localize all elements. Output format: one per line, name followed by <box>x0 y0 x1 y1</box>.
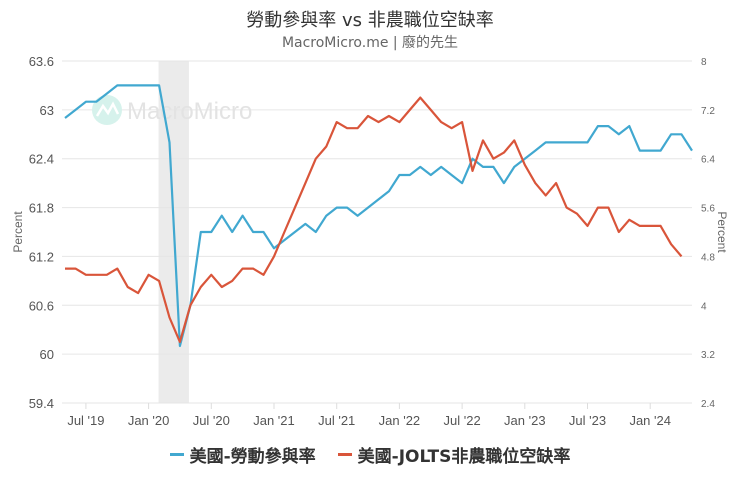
x-tick: Jan '21 <box>253 413 295 428</box>
legend-item-lfpr[interactable]: 美國-勞動參與率 <box>169 442 316 467</box>
y-tick-right: 8 <box>701 57 707 68</box>
chart-subtitle: MacroMicro.me | 廢的先生 <box>281 35 459 51</box>
x-tick: Jan '20 <box>128 413 170 428</box>
left-axis-title: Percent <box>11 211 25 253</box>
y-tick-left: 63.6 <box>29 54 54 69</box>
chart-title: 勞動參與率 vs 非農職位空缺率 <box>246 10 494 31</box>
y-tick-left: 63 <box>40 103 54 118</box>
right-y-axis: 8 7.2 6.4 5.6 4.8 4 3.2 2.4 <box>701 57 715 410</box>
legend-swatch-lfpr <box>169 453 184 456</box>
y-tick-right: 7.2 <box>701 106 715 117</box>
y-tick-right: 3.2 <box>701 350 715 361</box>
x-tick: Jul '22 <box>444 413 481 428</box>
y-tick-right: 4.8 <box>701 252 715 263</box>
series-lines <box>64 84 693 348</box>
gridlines <box>62 60 692 404</box>
x-tick: Jul '23 <box>569 413 606 428</box>
y-tick-left: 59.4 <box>29 396 54 411</box>
legend-item-jolts[interactable]: 美國-JOLTS非農職位空缺率 <box>337 442 571 467</box>
y-tick-left: 60.6 <box>29 298 54 313</box>
right-axis-title: Percent <box>715 211 729 253</box>
legend-label-lfpr: 美國-勞動參與率 <box>189 447 316 467</box>
x-tick: Jan '22 <box>379 413 421 428</box>
x-axis: Jul '19 Jan '20 Jul '20 Jan '21 Jul '21 Jan '… <box>67 403 671 428</box>
series-line <box>65 96 683 343</box>
y-tick-right: 4 <box>701 301 707 312</box>
y-tick-right: 6.4 <box>701 155 715 166</box>
line-chart: MacroMicro 63.66362.461.861.260.66059.4 … <box>11 54 729 428</box>
watermark-logo: MacroMicro <box>92 95 252 125</box>
y-tick-right: 5.6 <box>701 204 715 215</box>
series-line <box>64 84 693 348</box>
legend-label-jolts: 美國-JOLTS非農職位空缺率 <box>357 447 571 467</box>
x-tick: Jul '19 <box>67 413 104 428</box>
y-tick-right: 2.4 <box>701 399 715 410</box>
y-tick-left: 60 <box>40 347 54 362</box>
x-tick: Jan '24 <box>629 413 671 428</box>
x-tick: Jan '23 <box>504 413 546 428</box>
x-tick: Jul '20 <box>193 413 230 428</box>
x-tick: Jul '21 <box>318 413 355 428</box>
watermark-text: MacroMicro <box>127 98 252 125</box>
legend-swatch-jolts <box>337 453 352 456</box>
legend: 美國-勞動參與率 美國-JOLTS非農職位空缺率 <box>0 442 740 467</box>
y-tick-left: 61.8 <box>29 201 54 216</box>
y-tick-left: 62.4 <box>29 152 54 167</box>
y-tick-left: 61.2 <box>29 249 54 264</box>
left-y-axis: 63.6 63 62.4 61.8 61.2 60.6 60 59.4 <box>29 54 54 411</box>
